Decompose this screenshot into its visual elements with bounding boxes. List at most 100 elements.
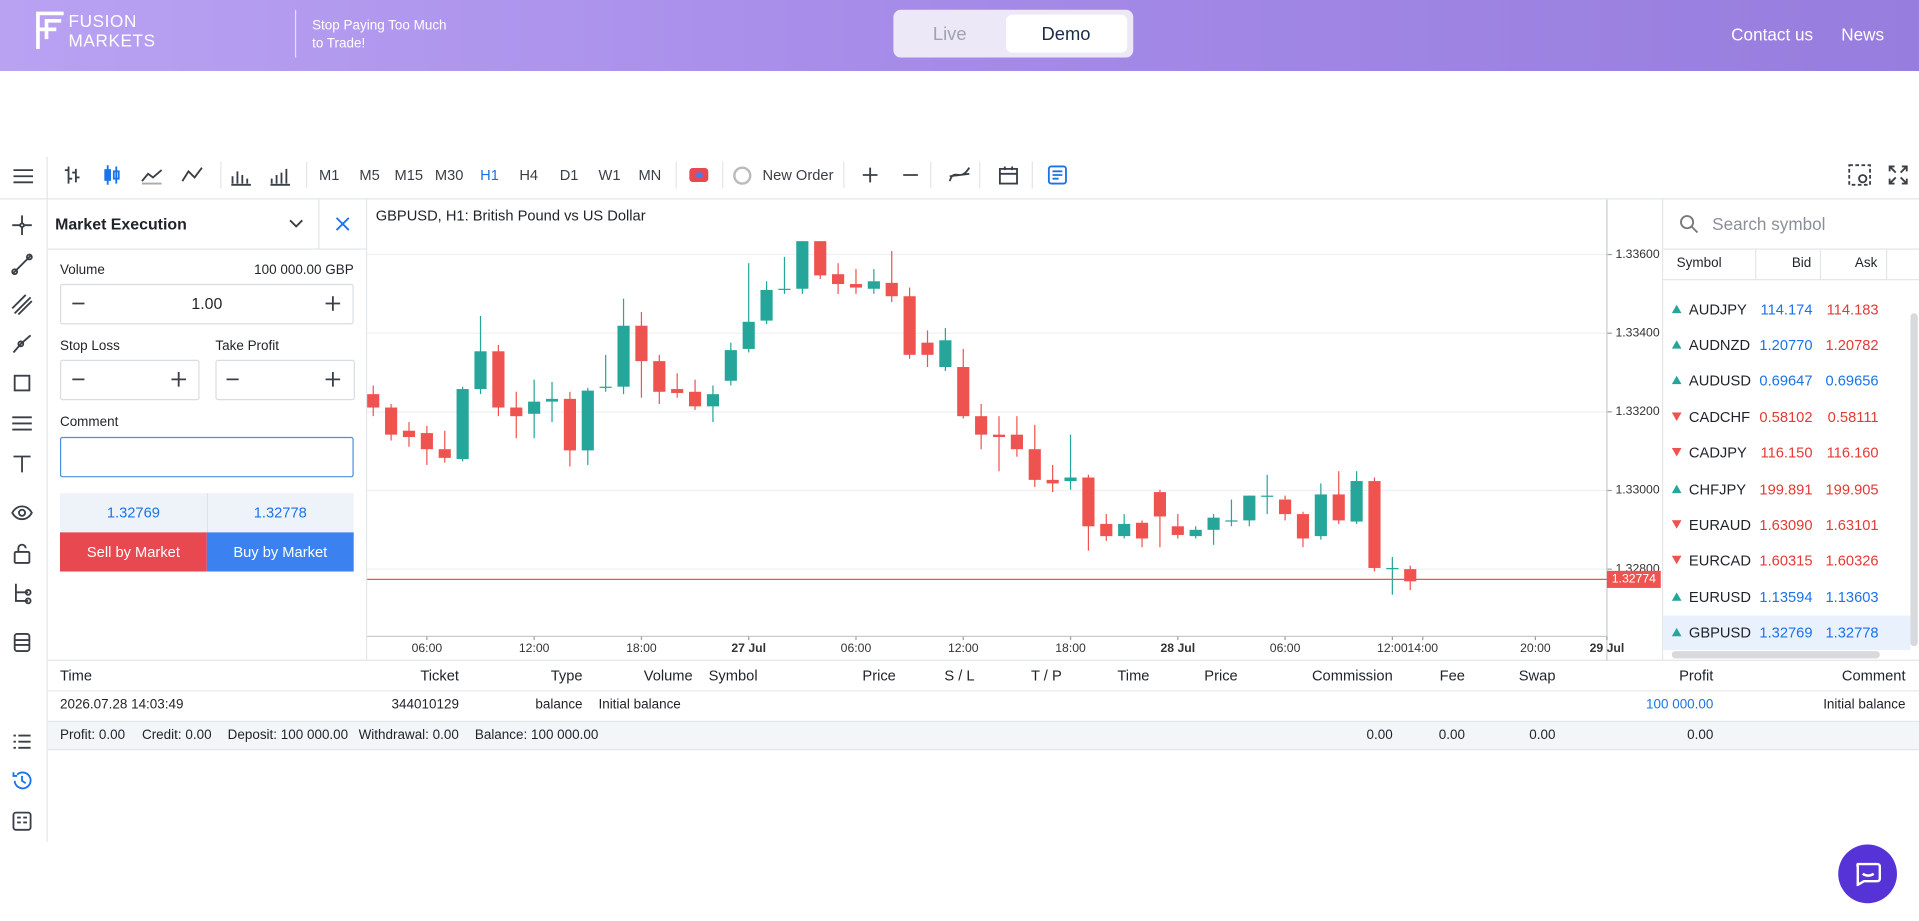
plus-button[interactable] xyxy=(325,296,341,311)
trade-list-icon[interactable] xyxy=(12,732,32,752)
ask-quote: 0.58111 xyxy=(1827,408,1879,426)
candle-body xyxy=(849,284,863,288)
visibility-icon[interactable] xyxy=(11,503,33,523)
zoom-out-icon[interactable] xyxy=(902,166,919,183)
ask-price: 1.32778 xyxy=(253,504,307,522)
timeframe-button[interactable]: H1 xyxy=(480,166,499,184)
timeframe-button[interactable]: M5 xyxy=(359,166,380,184)
timeframe-button[interactable]: M1 xyxy=(319,166,340,184)
watchlist-hscrollbar[interactable] xyxy=(1671,651,1880,659)
symbol-name[interactable]: CADJPY xyxy=(1688,444,1747,462)
column-header: Time xyxy=(59,666,93,685)
calendar-icon[interactable] xyxy=(998,165,1019,185)
volume-icon[interactable] xyxy=(230,164,252,186)
trendline-icon[interactable] xyxy=(11,253,33,276)
x-tick-label: 29 Jul xyxy=(1590,641,1625,655)
toolbar-separator xyxy=(220,161,222,189)
line-icon[interactable] xyxy=(181,164,203,186)
ask-quote: 114.183 xyxy=(1826,300,1879,318)
column-header: Price xyxy=(862,666,896,685)
minus-button[interactable] xyxy=(226,372,241,387)
chevron-icon[interactable] xyxy=(289,218,304,230)
mode-option[interactable]: Live xyxy=(932,23,967,45)
timeframe-button[interactable]: MN xyxy=(638,166,662,184)
candle-body xyxy=(742,321,755,349)
symbol-name[interactable]: EURAUD xyxy=(1688,516,1751,534)
indicators-icon[interactable] xyxy=(948,164,971,186)
plus-button[interactable] xyxy=(171,372,187,387)
stop-loss-input[interactable] xyxy=(59,359,200,401)
symbol-name[interactable]: GBPUSD xyxy=(1688,624,1751,642)
nav-link[interactable]: Contact us xyxy=(1731,24,1814,45)
plus-button[interactable] xyxy=(325,372,341,387)
field-label: Volume xyxy=(59,263,105,278)
chart-title: GBPUSD, H1: British Pound vs US Dollar xyxy=(376,208,646,224)
volume-input[interactable] xyxy=(59,283,354,325)
candle-body xyxy=(545,398,559,402)
timeframe-button[interactable]: H4 xyxy=(519,166,539,184)
screenshot-icon[interactable] xyxy=(1848,164,1871,186)
line-chart-icon[interactable] xyxy=(141,164,163,186)
minus-button[interactable] xyxy=(72,372,87,387)
zoom-in-icon[interactable] xyxy=(862,166,879,183)
search-input[interactable]: Search symbol xyxy=(1712,214,1826,234)
take-profit-input[interactable] xyxy=(215,359,355,401)
mode-option[interactable]: Demo xyxy=(1041,23,1091,45)
channel-icon[interactable] xyxy=(11,294,33,316)
shapes-icon[interactable] xyxy=(11,372,33,394)
templates-icon[interactable] xyxy=(1047,165,1068,185)
candle-body xyxy=(653,361,666,392)
minus-button[interactable] xyxy=(72,296,87,311)
bid-price: 1.32769 xyxy=(106,504,160,522)
new-order-icon[interactable] xyxy=(732,165,753,186)
buy-label[interactable]: Buy by Market xyxy=(233,543,328,561)
history-icon[interactable] xyxy=(11,770,33,792)
candle-body xyxy=(957,367,970,417)
ask-quote: 1.60326 xyxy=(1825,552,1879,570)
new-order-button[interactable]: New Order xyxy=(762,166,834,184)
volume-value: 1.00 xyxy=(191,294,223,313)
sell-button[interactable] xyxy=(59,532,207,572)
comment-input[interactable] xyxy=(59,436,354,478)
column-header: Bid xyxy=(1791,255,1812,271)
one-click-icon[interactable] xyxy=(689,166,709,183)
symbol-name[interactable]: EURCAD xyxy=(1688,552,1751,570)
chat-icon[interactable] xyxy=(1854,862,1882,887)
watchlist-scrollbar[interactable] xyxy=(1910,313,1918,647)
candle-body xyxy=(760,289,773,321)
journal-icon[interactable] xyxy=(12,811,32,831)
fib-icon[interactable] xyxy=(11,333,33,355)
tick-volume-icon[interactable] xyxy=(269,164,291,186)
timeframe-button[interactable]: M30 xyxy=(434,166,464,184)
buy-button[interactable] xyxy=(206,532,354,572)
timeframe-button[interactable]: D1 xyxy=(559,166,579,184)
close-icon[interactable] xyxy=(335,217,350,232)
objects-tree-icon[interactable] xyxy=(12,583,32,605)
symbol-name[interactable]: CHFJPY xyxy=(1688,480,1747,498)
timeframe-button[interactable]: W1 xyxy=(598,166,621,184)
crosshair-icon[interactable] xyxy=(11,214,33,236)
column-header: Commission xyxy=(1311,666,1393,685)
text-icon[interactable] xyxy=(11,453,33,475)
nav-link[interactable]: News xyxy=(1841,24,1885,45)
symbol-name[interactable]: AUDJPY xyxy=(1688,300,1747,318)
candle-chart-icon[interactable] xyxy=(102,164,124,186)
timeframe-button[interactable]: M15 xyxy=(394,166,424,184)
watchlist-border xyxy=(1661,199,1664,661)
price-chart[interactable]: 1.336001.334001.332001.330001.3280006:00… xyxy=(367,199,1662,661)
symbol-name[interactable]: AUDNZD xyxy=(1688,336,1751,354)
menu-icon[interactable] xyxy=(12,168,34,185)
candle-body xyxy=(832,274,845,285)
candle-body xyxy=(438,449,451,458)
toolbar-separator xyxy=(675,161,677,189)
chat-button[interactable] xyxy=(1838,844,1897,904)
gann-icon[interactable] xyxy=(11,412,33,434)
delete-icon[interactable] xyxy=(12,632,32,654)
lock-icon[interactable] xyxy=(12,542,32,564)
symbol-name[interactable]: EURUSD xyxy=(1688,588,1751,606)
bar-chart-icon[interactable] xyxy=(61,164,83,186)
symbol-name[interactable]: CADCHF xyxy=(1688,408,1751,426)
sell-label[interactable]: Sell by Market xyxy=(86,543,180,561)
symbol-name[interactable]: AUDUSD xyxy=(1688,372,1751,390)
fullscreen-icon[interactable] xyxy=(1888,165,1908,185)
